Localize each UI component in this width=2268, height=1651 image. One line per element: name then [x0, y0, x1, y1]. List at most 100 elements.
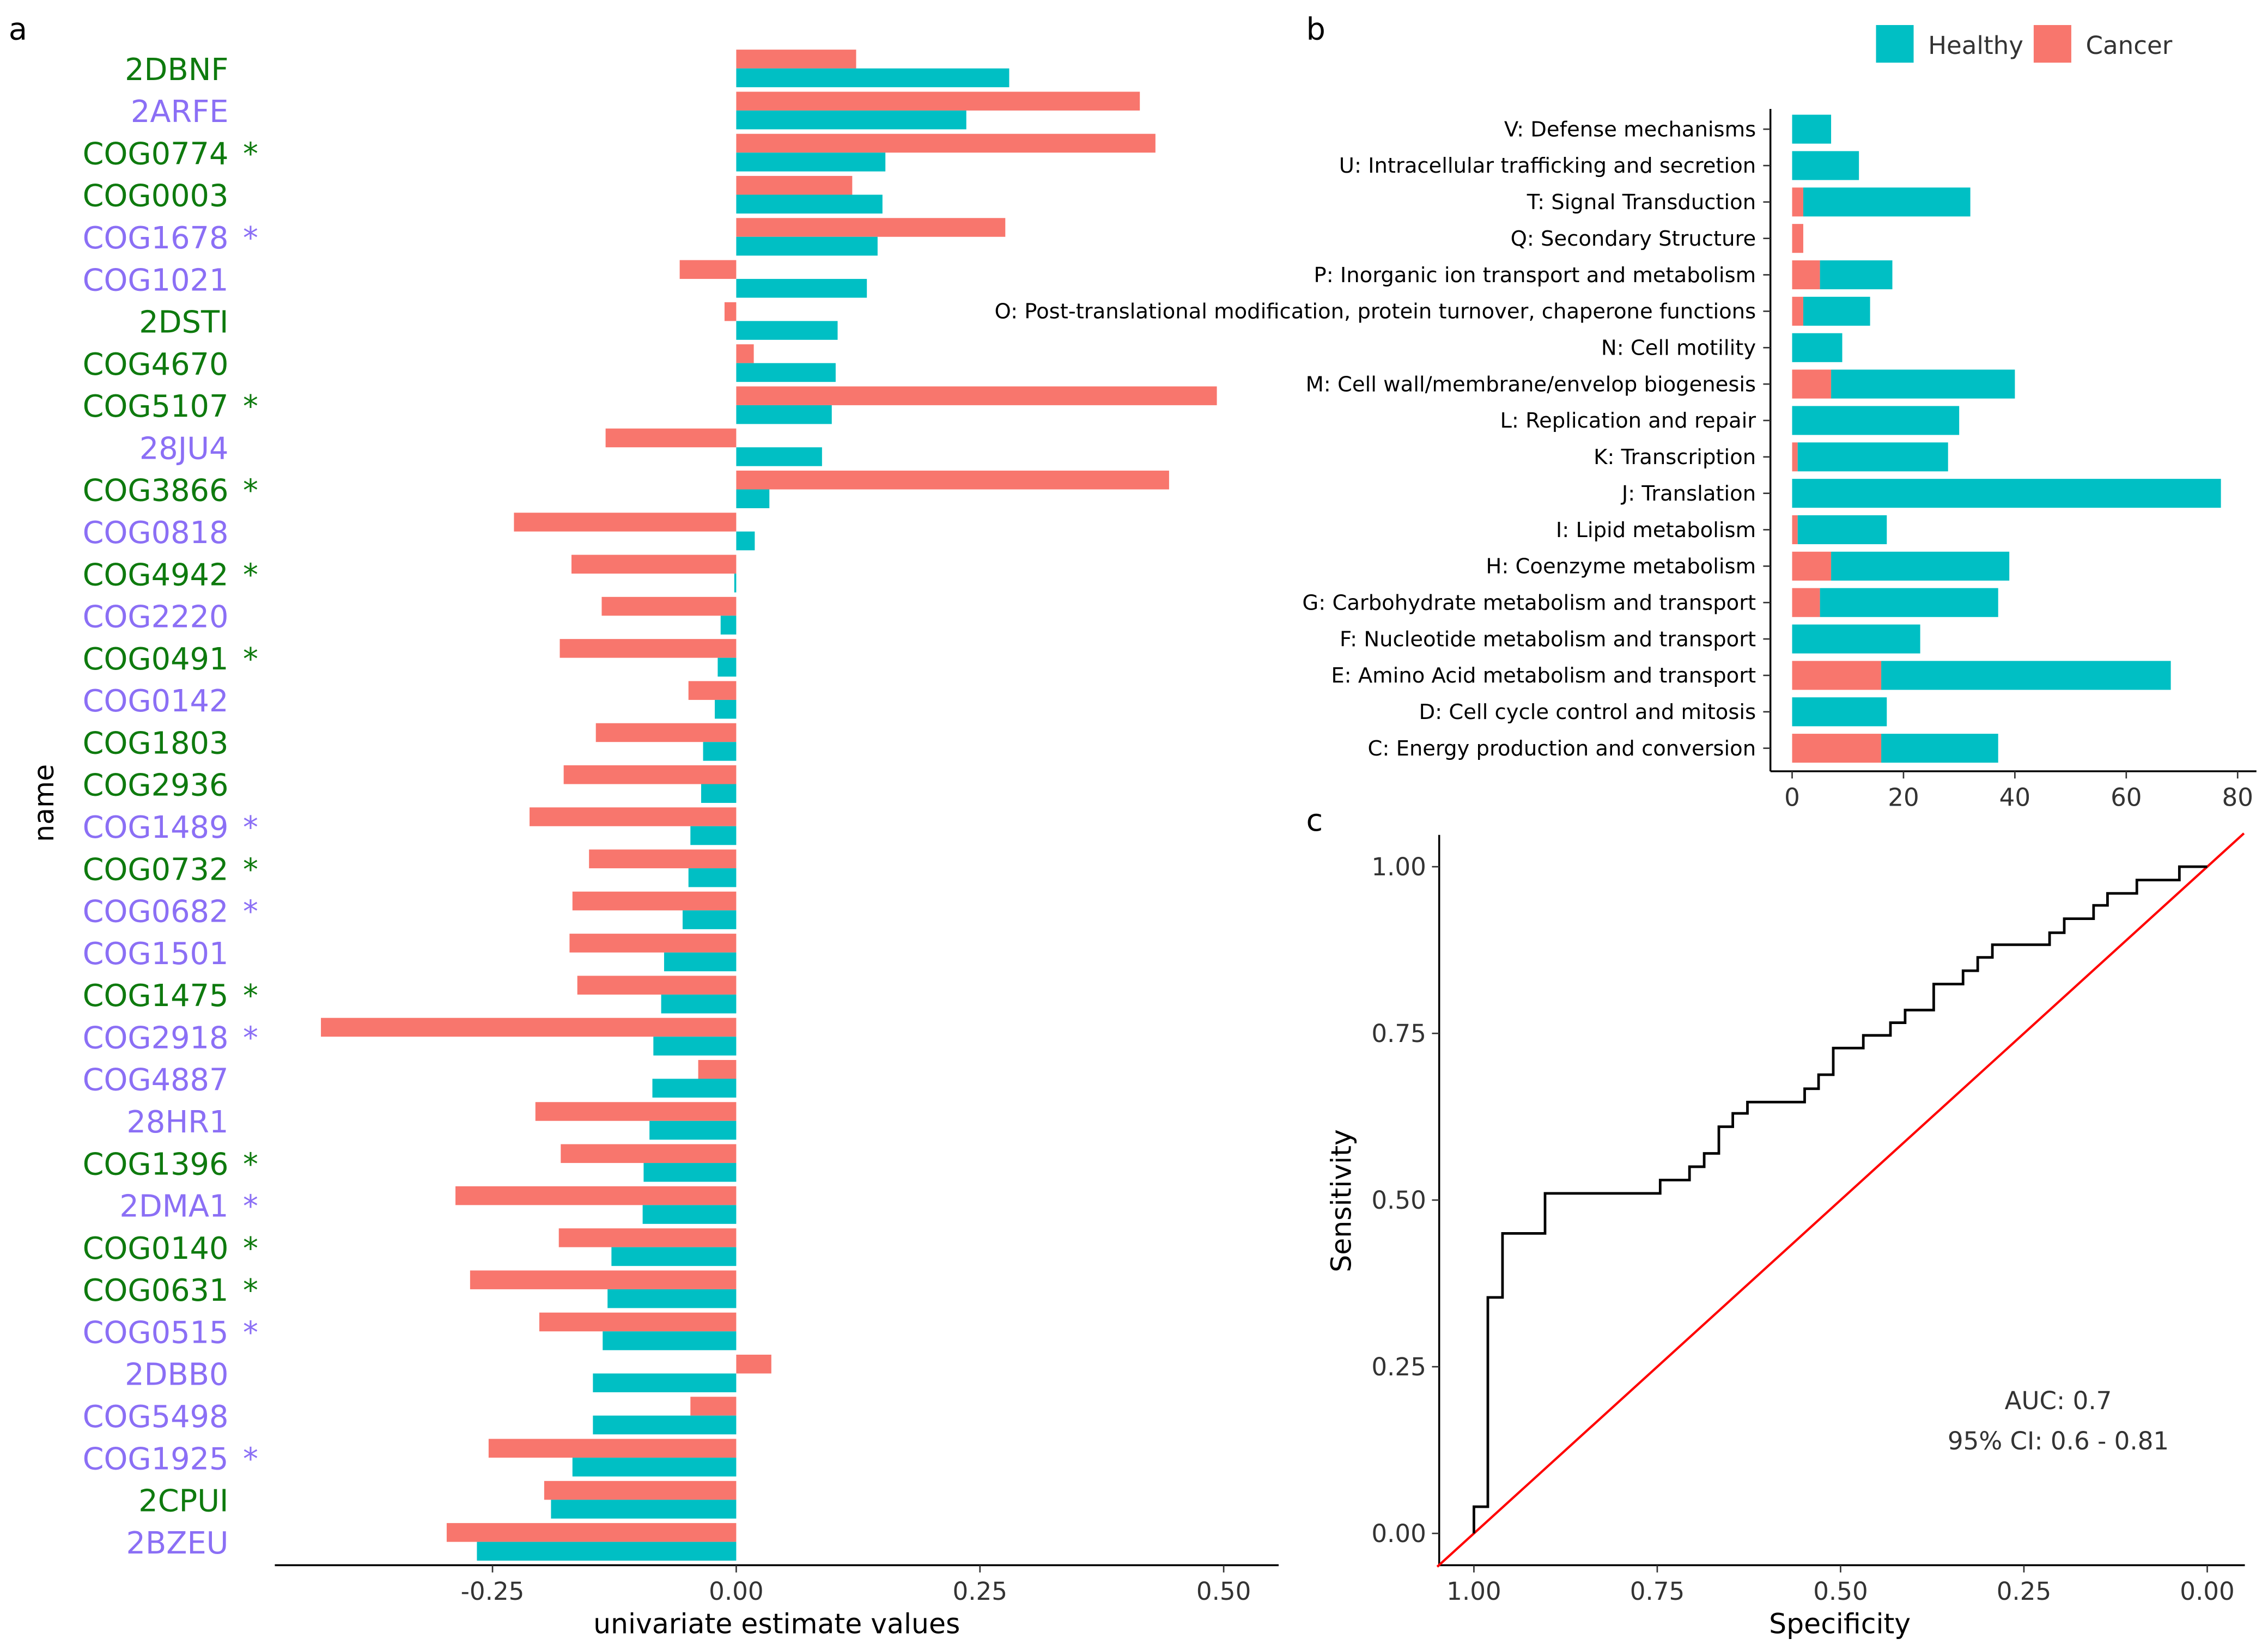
panel-c-roc-curve: Specificity Sensitivity AUC: 0.7 95% CI:… — [1325, 832, 2245, 1640]
bar-cancer-COG0515 — [539, 1312, 737, 1332]
bar-cancer-COG0818 — [514, 513, 737, 532]
y-tick-label-c: 0.00 — [1371, 1519, 1426, 1548]
bar-cancer-2CPUI — [544, 1481, 737, 1500]
row-label: COG1803 — [83, 726, 229, 761]
bar-healthy — [1792, 624, 1920, 654]
row-label: 28HR1 — [126, 1105, 228, 1140]
row-label: COG1475 — [83, 978, 229, 1014]
row-label: COG2918 — [83, 1020, 229, 1056]
bar-cancer-COG4942 — [571, 555, 737, 574]
x-tick-label-c: 1.00 — [1446, 1577, 1501, 1606]
category-label: E: Amino Acid metabolism and transport — [1331, 663, 1756, 688]
bar-healthy-COG1925 — [572, 1458, 737, 1477]
bar-healthy — [1792, 114, 1832, 144]
category-label: D: Cell cycle control and mitosis — [1419, 700, 1756, 724]
x-tick-label-a: 0.50 — [1196, 1577, 1251, 1606]
x-tick-label-b: 40 — [1999, 783, 2030, 812]
bar-cancer-COG1475 — [577, 976, 737, 995]
row-label: 2BZEU — [126, 1526, 229, 1561]
roc-curve-line — [1473, 865, 2208, 1534]
bar-cancer-2DMA1 — [455, 1186, 737, 1205]
row-label: COG0774 — [83, 136, 229, 172]
significance-star: * — [243, 642, 258, 677]
row-label: COG0003 — [83, 179, 229, 214]
row-label: COG0818 — [83, 515, 229, 551]
bar-healthy-2ARFE — [736, 110, 966, 130]
bar-cancer-COG1396 — [561, 1144, 737, 1163]
bar-healthy — [1831, 551, 2010, 581]
panel-b-stacked-bar-chart: Healthy Cancer 0 20 40 60 80 V: Defense mecha… — [994, 25, 2257, 812]
bar-healthy-2CPUI — [551, 1500, 737, 1519]
category-label: O: Post-translational modification, prot… — [994, 300, 1756, 324]
row-label: 28JU4 — [139, 431, 229, 466]
bar-healthy — [1820, 588, 1998, 617]
x-tick-label-c: 0.50 — [1813, 1577, 1868, 1606]
bar-healthy-COG2936 — [701, 784, 737, 803]
row-label: 2DSTI — [139, 305, 228, 340]
bar-cancer-2ARFE — [736, 92, 1140, 111]
bar-healthy — [1792, 479, 2221, 508]
legend-swatch-healthy — [1876, 25, 1914, 63]
bar-healthy-COG3866 — [736, 489, 770, 508]
row-label: COG3866 — [83, 473, 229, 509]
bar-healthy-2DMA1 — [642, 1205, 737, 1224]
legend-label-healthy: Healthy — [1928, 31, 2023, 60]
row-label: COG4942 — [83, 557, 229, 593]
y-tick-label-c: 0.75 — [1371, 1019, 1426, 1048]
row-label: COG0631 — [83, 1273, 229, 1308]
row-label: COG1489 — [83, 810, 229, 845]
bar-cancer — [1792, 260, 1820, 290]
bar-cancer-COG1021 — [679, 260, 737, 279]
bar-cancer-COG0491 — [560, 639, 737, 658]
bar-cancer-COG5498 — [690, 1397, 737, 1416]
bar-healthy-COG0682 — [682, 910, 737, 929]
bar-healthy-COG2918 — [653, 1037, 737, 1056]
bar-cancer-COG1678 — [736, 218, 1006, 237]
row-label: COG0682 — [83, 894, 229, 930]
legend-label-cancer: Cancer — [2085, 31, 2172, 60]
bar-healthy-COG0631 — [607, 1289, 737, 1308]
bar-healthy-COG0732 — [688, 868, 737, 887]
bar-cancer-COG0003 — [736, 175, 853, 195]
x-axis-label-a: univariate estimate values — [593, 1607, 960, 1640]
bar-cancer-COG4887 — [698, 1059, 737, 1079]
significance-star: * — [243, 136, 258, 172]
bar-healthy-COG1475 — [661, 994, 737, 1014]
category-label: J: Translation — [1621, 482, 1756, 506]
significance-star: * — [243, 389, 258, 424]
row-label: 2DBB0 — [125, 1357, 228, 1393]
x-tick-label-b: 80 — [2222, 783, 2253, 812]
bar-cancer — [1792, 588, 1820, 617]
significance-star: * — [243, 473, 258, 509]
bar-healthy — [1792, 151, 1859, 180]
bar-healthy-2BZEU — [477, 1542, 737, 1561]
bar-cancer-COG0142 — [688, 681, 737, 700]
significance-star: * — [243, 1189, 258, 1224]
bar-cancer-COG0774 — [736, 133, 1156, 153]
bar-healthy-COG1021 — [736, 279, 867, 298]
x-tick-label-a: -0.25 — [461, 1577, 525, 1606]
bar-healthy-2DBB0 — [593, 1373, 737, 1393]
bar-healthy-COG0003 — [736, 194, 883, 214]
bar-healthy-COG5107 — [736, 405, 832, 424]
significance-star: * — [243, 1020, 258, 1056]
bar-healthy-COG0140 — [611, 1247, 737, 1266]
bar-cancer-28JU4 — [605, 428, 737, 448]
bar-healthy-COG4670 — [736, 363, 836, 382]
panel-a-bar-chart: univariate estimate values name -0.25 0.0… — [28, 50, 1279, 1640]
bar-cancer-28HR1 — [535, 1102, 737, 1121]
row-label: 2DBNF — [125, 52, 228, 88]
bar-cancer — [1792, 734, 1882, 763]
bar-healthy-COG1501 — [664, 952, 737, 972]
bar-cancer-COG1803 — [595, 723, 737, 742]
panel-label-a: a — [9, 12, 27, 47]
row-label: COG0515 — [83, 1315, 229, 1350]
significance-star: * — [243, 894, 258, 930]
bar-cancer-COG0140 — [558, 1228, 737, 1247]
y-tick-label-c: 0.50 — [1371, 1186, 1426, 1215]
category-label: K: Transcription — [1594, 445, 1756, 470]
y-tick-label-c: 1.00 — [1371, 852, 1426, 881]
bar-healthy-28JU4 — [736, 447, 822, 466]
bar-healthy-COG1396 — [643, 1163, 737, 1182]
category-label: C: Energy production and conversion — [1368, 736, 1756, 761]
